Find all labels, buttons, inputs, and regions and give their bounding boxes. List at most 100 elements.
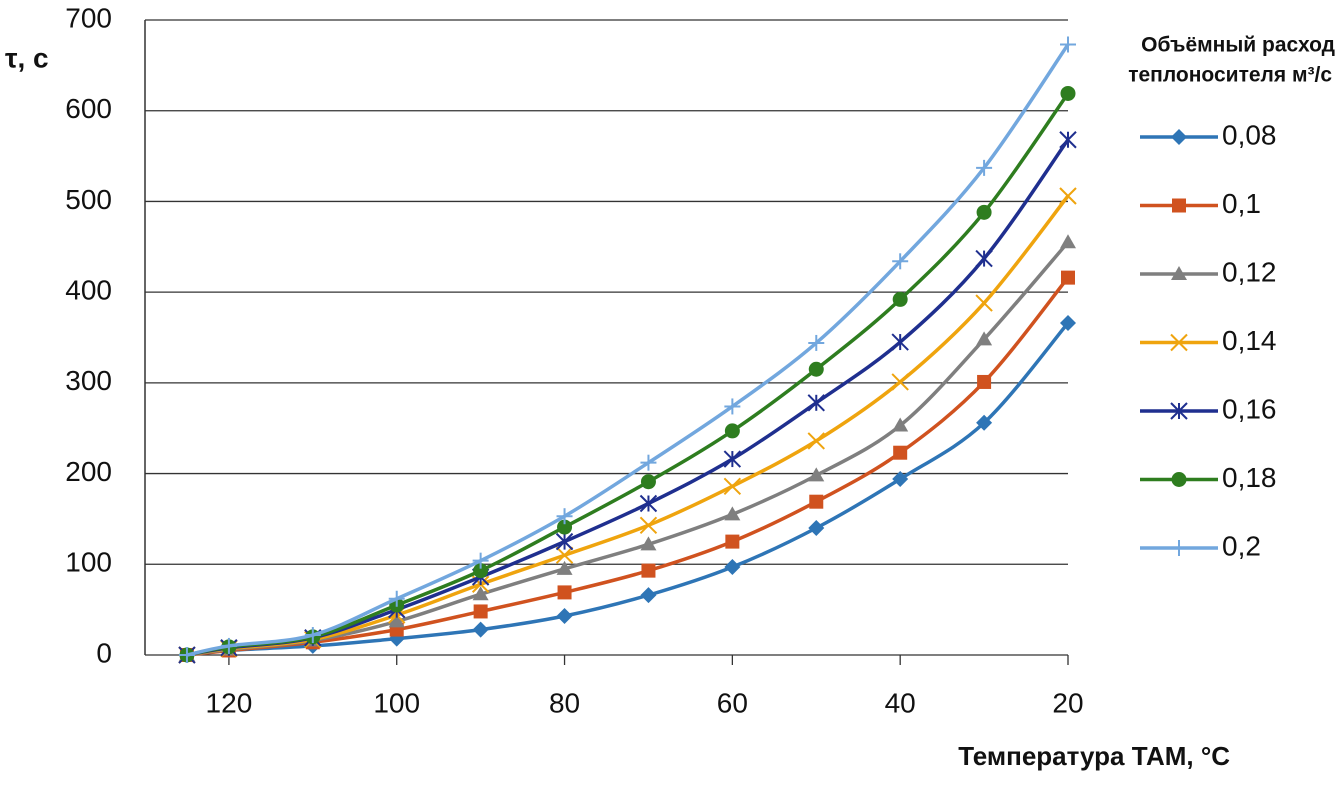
marker (473, 604, 488, 619)
marker-shape (976, 331, 993, 346)
marker (1060, 314, 1076, 331)
series-line (186, 276, 1070, 657)
marker-shape (977, 374, 992, 389)
marker (640, 474, 656, 490)
marker (640, 454, 657, 471)
marker (976, 331, 993, 346)
marker-shape (472, 621, 489, 638)
marker-shape (555, 546, 574, 564)
legend-label: 0,08 (1222, 119, 1277, 150)
marker (891, 373, 909, 391)
marker (1172, 198, 1186, 213)
marker-shape (388, 613, 405, 628)
marker (556, 607, 573, 624)
marker-shape (724, 423, 740, 439)
marker-shape (1172, 198, 1186, 213)
y-tick-label: 200 (65, 456, 112, 487)
marker (641, 563, 656, 578)
marker-shape (557, 519, 573, 535)
marker-shape (891, 373, 909, 391)
x-tick-label: 20 (1052, 687, 1083, 718)
marker (723, 450, 742, 468)
marker-shape (892, 291, 908, 307)
marker-shape (893, 445, 908, 460)
marker-shape (640, 536, 657, 551)
marker (556, 508, 573, 525)
marker-shape (556, 607, 573, 624)
legend-title: теплоносителя м³/с (1128, 64, 1332, 87)
marker (1060, 36, 1076, 53)
marker (1060, 234, 1076, 249)
y-tick-label: 600 (65, 93, 112, 124)
series-line (186, 241, 1070, 657)
legend-label: 0,12 (1222, 256, 1277, 287)
marker (555, 532, 574, 551)
marker (472, 586, 489, 601)
marker-shape (1059, 187, 1077, 205)
x-tick-label: 120 (206, 687, 253, 718)
marker-shape (724, 559, 741, 576)
marker (977, 374, 992, 389)
marker (892, 471, 909, 488)
marker-shape (641, 563, 656, 578)
legend-title: Объёмный расход (1141, 34, 1335, 57)
marker (472, 621, 489, 638)
marker (1171, 129, 1187, 145)
legend-label: 0,18 (1222, 462, 1277, 493)
marker (724, 506, 741, 521)
legend-label: 0,1 (1222, 188, 1261, 219)
marker-shape (556, 560, 573, 575)
marker-shape (808, 467, 825, 482)
marker (388, 613, 405, 628)
marker (809, 494, 824, 509)
marker-shape (975, 294, 993, 312)
y-tick-label: 100 (65, 547, 112, 578)
marker (473, 563, 489, 579)
marker (808, 520, 825, 536)
marker-shape (725, 534, 740, 549)
y-axis-label: τ, с (5, 42, 49, 73)
x-tick-label: 40 (885, 687, 916, 718)
marker-shape (472, 586, 489, 601)
marker-shape (808, 520, 825, 536)
marker (725, 534, 740, 549)
marker-shape (892, 417, 909, 432)
marker (555, 546, 574, 564)
marker (1171, 266, 1187, 280)
marker-shape (976, 204, 992, 220)
series-line (186, 321, 1070, 657)
marker-shape (809, 494, 824, 509)
marker (472, 552, 489, 569)
legend-label: 0,2 (1222, 530, 1261, 561)
y-tick-label: 700 (65, 2, 112, 33)
marker-shape (807, 432, 825, 450)
marker (807, 432, 825, 450)
marker (1170, 402, 1188, 420)
marker (893, 445, 908, 460)
marker-shape (557, 585, 572, 600)
marker-shape (723, 477, 742, 495)
marker (639, 494, 658, 513)
marker (1060, 85, 1076, 101)
marker (808, 361, 824, 377)
marker-shape (976, 414, 993, 431)
marker (639, 516, 658, 534)
marker (976, 204, 992, 220)
marker (304, 627, 321, 644)
marker-shape (1060, 85, 1076, 101)
marker-shape (1061, 270, 1075, 285)
legend-label: 0,14 (1222, 325, 1277, 356)
marker-shape (1060, 234, 1076, 249)
y-tick-label: 300 (65, 365, 112, 396)
marker (723, 477, 742, 495)
marker (724, 423, 740, 439)
marker (807, 394, 825, 412)
marker (1061, 270, 1075, 285)
marker-shape (473, 604, 488, 619)
y-tick-label: 400 (65, 275, 112, 306)
marker (1059, 187, 1077, 205)
marker-shape (639, 516, 658, 534)
marker (557, 585, 572, 600)
marker-shape (1060, 314, 1076, 331)
